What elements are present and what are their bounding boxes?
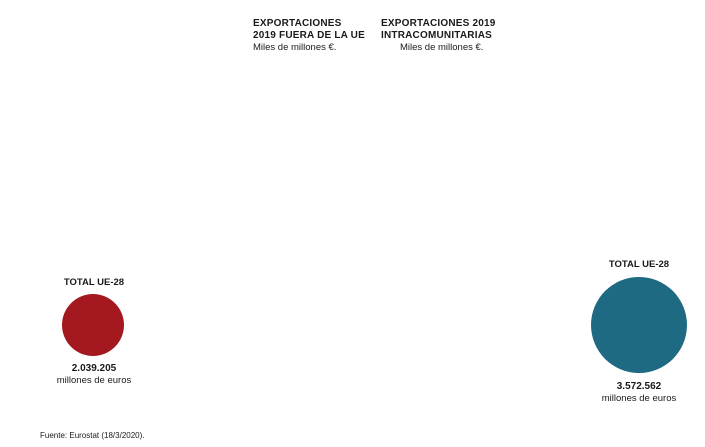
right-total-value: 3.572.562 [616,381,662,392]
left-title-line2: 2019 FUERA DE LA UE [253,30,365,41]
right-subtitle: Miles de millones €. [400,42,484,53]
left-total-circle [62,294,124,356]
right-total-circle [591,277,687,373]
left-title-line1: EXPORTACIONES [253,18,342,29]
right-total-unit: millones de euros [601,393,677,404]
right-title-line2: INTRACOMUNITARIAS [381,30,492,41]
right-total-title: TOTAL UE-28 [608,259,670,270]
right-title-line1: EXPORTACIONES 2019 [381,18,496,29]
left-total-unit: millones de euros [56,375,132,386]
left-total-value: 2.039.205 [71,363,117,374]
left-total-title: TOTAL UE-28 [63,277,125,288]
source-note: Fuente: Eurostat (18/3/2020). [40,431,145,440]
left-subtitle: Miles de millones €. [253,42,337,53]
